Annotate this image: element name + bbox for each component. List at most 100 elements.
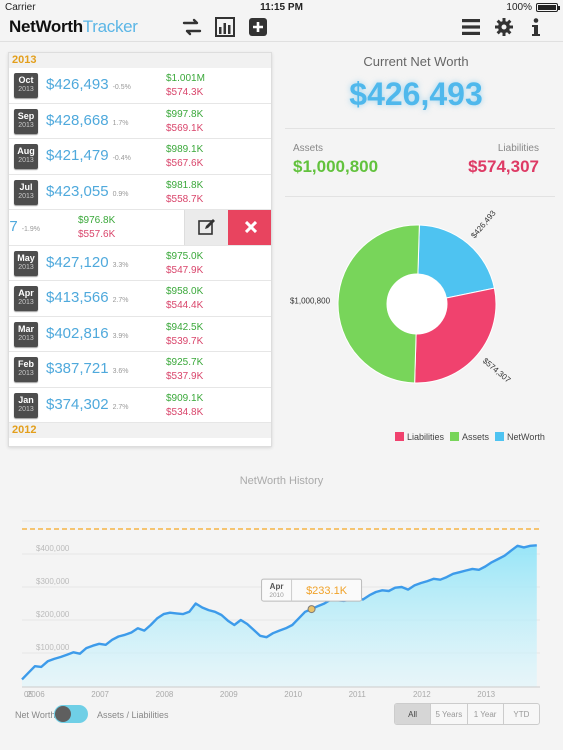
list-item[interactable]: Jul 2013 $423,055 0.9% $981.8K $558.7K [9,175,271,210]
liabilities-label: Liabilities [497,143,539,154]
list-item[interactable]: May 2013 $427,120 3.3% $975.0K $547.9K [9,246,271,281]
range-ytd[interactable]: YTD [502,704,539,724]
row-change: 3.3% [112,261,129,269]
tooltip-month: Apr [270,582,284,591]
row-change: 1.7% [112,119,129,127]
x-tick-label: 2008 [156,690,174,699]
networth-line [21,544,537,681]
networth-history-chart[interactable]: $500,000$400,000$300,000$200,000$100,000… [0,520,563,700]
divider [285,196,555,197]
tooltip-value: $233.1K [306,585,348,597]
list-item[interactable]: Aug 2013 $421,479 -0.4% $989.1K $567.6K [9,139,271,175]
row-networth-value: $413,566 [46,289,109,306]
assets-label: Assets [293,143,324,154]
row-change: 0.9% [112,190,129,198]
month-label: May [17,252,35,263]
tooltip-box [261,578,363,602]
month-badge: Aug 2013 [14,144,38,169]
month-year-label: 2013 [18,263,34,271]
history-title: NetWorth History [239,475,324,487]
row-assets: $942.5K [166,321,204,333]
list-item[interactable]: Oct 2013 $426,493 -0.5% $1.001M $574.3K [9,68,271,104]
year-header-2013: 2013 [9,53,271,68]
row-networth-value: $427,120 [46,253,109,271]
month-year-label: 2013 [18,370,34,377]
range-1-year[interactable]: 1 Year [466,704,503,724]
toggle-label-networth: Net Worth [15,710,56,720]
month-label: Sep [17,110,35,121]
networth-area [22,545,537,687]
x-tick-label: 2006 [27,690,45,699]
carrier-label: Carrier [5,2,36,13]
x-tick-label: 2009 [220,690,238,699]
row-liabilities: $539.7K [166,335,204,347]
row-change: 2.7% [112,403,129,411]
legend-item-assets: Assets [450,432,489,442]
month-label: Aug [17,146,35,156]
x-tick-label: 2012 [413,690,431,699]
app-title-bold: NetWorth [9,17,83,36]
delete-button[interactable] [228,210,271,245]
row-change: -0.5% [112,84,131,91]
x-tick-label: 05 [24,690,33,699]
range-selector[interactable]: All 5 Years 1 Year YTD [394,703,540,725]
row-networth-value: $387,721 [46,360,109,377]
add-icon[interactable] [247,16,269,38]
transfer-icon[interactable] [181,16,203,38]
toggle-knob[interactable] [55,706,71,722]
edit-icon [197,219,215,236]
row-networth-value: $426,493 [46,76,109,93]
info-icon[interactable] [525,16,547,38]
legend-swatch [450,432,460,441]
range-5-years[interactable]: 5 Years [430,704,466,724]
row-networth-value: $421,479 [46,147,109,164]
legend-label: Assets [462,432,490,442]
range-all[interactable]: All [395,704,431,724]
list-item[interactable]: Mar 2013 $402,816 3.9% $942.5K $539.7K [9,317,271,352]
list-item[interactable]: Apr 2013 $413,566 2.7% $958.0K $544.4K [9,281,271,317]
month-badge: Jan 2013 [14,392,38,418]
row-change: 3.9% [112,332,129,340]
list-item[interactable]: Jan 2013 $374,302 2.7% $909.1K $534.8K [9,388,271,423]
legend-swatch [395,432,404,441]
legend-item-liabilities: Liabilities [395,432,444,442]
series-toggle[interactable] [54,705,88,723]
y-tick-label: $300,000 [36,577,70,586]
current-net-worth-value: $426,493 [349,76,483,112]
row-networth: $413,566 2.7% [46,289,129,306]
month-year-label: 2013 [18,121,34,129]
row-liabilities: $557.6K [78,229,116,240]
list-item[interactable]: Feb 2013 $387,721 3.6% $925.7K $537.9K [9,352,271,388]
monthly-list[interactable]: 2013 Oct 2013 $426,493 -0.5% $1.001M $574.3K S… [8,52,272,447]
y-tick-label: $100,000 [36,643,70,652]
menu-icon[interactable] [460,16,482,38]
row-networth: $387,721 3.6% [46,360,129,377]
clock: 11:15 PM [260,2,303,13]
x-tick-label: 2011 [349,690,367,699]
month-badge: Apr 2013 [14,286,38,311]
settings-icon[interactable] [493,16,515,38]
allocation-donut-chart[interactable]: $426,493 $574,307 $1,000,800 [285,200,555,420]
list-item[interactable]: 57-1.9% $976.8K $557.6K [9,210,271,246]
row-assets: $997.8K [166,108,204,120]
y-tick-label: $400,000 [36,544,70,553]
divider [285,128,555,129]
legend-label: Liabilities [407,432,445,442]
row-liabilities: $534.8K [166,406,204,418]
close-icon [244,221,257,234]
bar-chart-icon[interactable] [214,16,236,38]
month-label: Jul [19,181,33,192]
month-label: Apr [18,288,34,298]
legend-label: NetWorth [507,432,545,442]
list-item[interactable]: Sep 2013 $428,668 1.7% $997.8K $569.1K [9,104,271,139]
assets-value: $1,000,800 [293,157,379,176]
row-networth-value: $374,302 [46,395,109,413]
month-label: Jan [18,394,34,405]
row-liabilities: $547.9K [166,264,204,276]
pie-legend: Liabilities Assets NetWorth [395,432,545,442]
edit-button[interactable] [184,210,228,245]
toggle-label-assets-liabilities: Assets / Liabilities [97,710,169,720]
x-tick-label: 2013 [477,690,495,699]
row-networth: $374,302 2.7% [46,396,129,413]
tooltip-point[interactable] [307,605,316,614]
